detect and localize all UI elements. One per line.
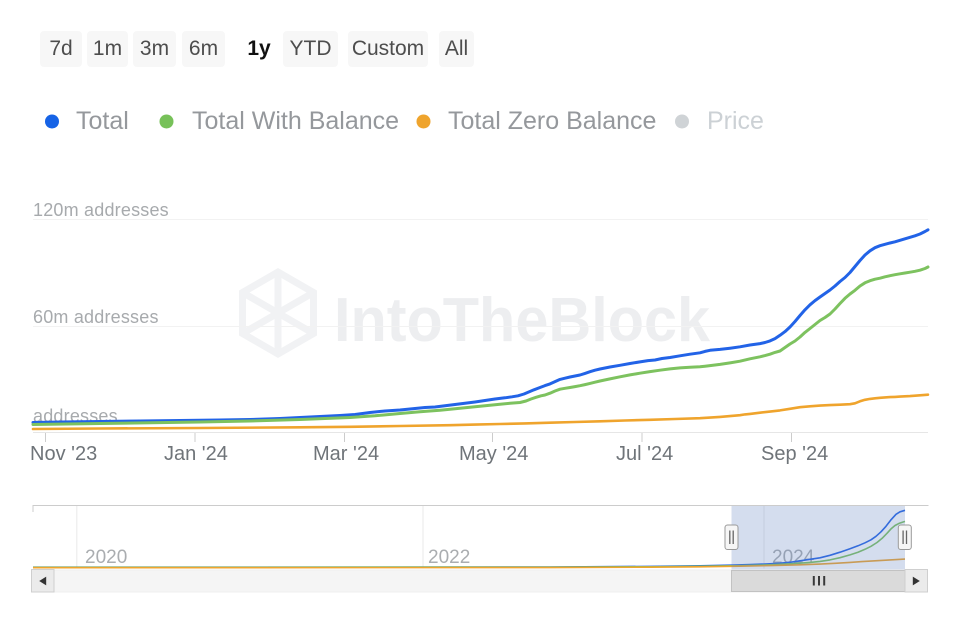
svg-text:IntoTheBlock: IntoTheBlock <box>334 286 710 355</box>
